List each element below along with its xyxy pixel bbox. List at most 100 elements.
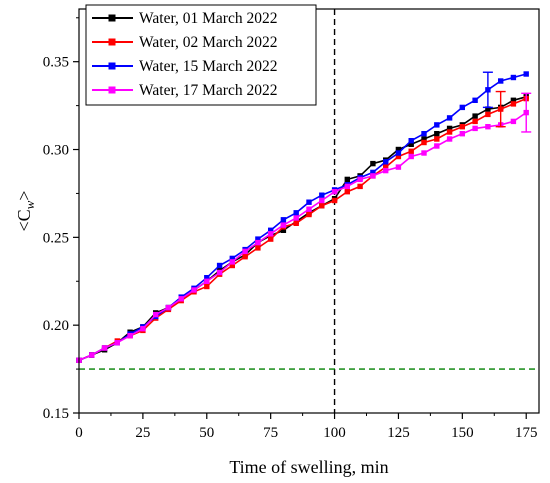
data-point xyxy=(446,115,453,121)
data-point xyxy=(280,222,287,228)
data-point xyxy=(498,78,504,84)
data-point xyxy=(485,124,491,130)
data-point xyxy=(459,131,465,137)
data-point xyxy=(446,136,453,142)
data-point xyxy=(191,287,197,293)
legend-entry-4: Water, 17 March 2022 xyxy=(92,82,277,99)
data-point xyxy=(357,183,363,190)
data-point xyxy=(344,189,350,195)
data-point xyxy=(434,143,440,149)
data-point xyxy=(89,352,95,358)
data-point xyxy=(395,150,402,156)
data-point xyxy=(510,74,517,81)
error-bar xyxy=(495,90,506,128)
y-axis-title-sub: w xyxy=(22,200,37,209)
data-point xyxy=(178,296,184,302)
data-point xyxy=(242,248,248,255)
error-bar xyxy=(482,71,493,109)
data-point xyxy=(255,236,261,242)
data-point xyxy=(395,153,402,160)
data-point xyxy=(293,220,299,226)
data-point xyxy=(446,125,453,132)
legend-entry-3: Water, 15 March 2022 xyxy=(92,58,277,75)
data-point xyxy=(408,141,414,147)
data-point xyxy=(510,101,517,107)
x-tick-label: 25 xyxy=(135,425,150,441)
data-point xyxy=(446,129,453,135)
data-point xyxy=(280,227,287,233)
data-point xyxy=(383,159,389,165)
data-point xyxy=(268,236,274,242)
error-bar xyxy=(521,92,532,133)
y-axis-title: <Cw> xyxy=(14,191,37,232)
data-point xyxy=(268,227,274,233)
legend-label-1: Water, 01 March 2022 xyxy=(139,10,277,27)
data-point xyxy=(319,203,325,209)
data-point xyxy=(485,111,491,118)
data-point xyxy=(434,131,440,137)
y-tick-label: 0.20 xyxy=(43,318,69,334)
data-point xyxy=(370,173,376,179)
x-tick-label: 50 xyxy=(199,425,214,441)
data-point xyxy=(344,183,350,190)
data-point xyxy=(383,164,389,170)
data-point xyxy=(331,189,338,195)
legend-entry-2: Water, 02 March 2022 xyxy=(92,34,277,51)
data-point xyxy=(293,215,299,221)
data-point xyxy=(370,160,376,167)
data-point xyxy=(229,262,235,269)
data-point xyxy=(510,118,517,125)
data-point xyxy=(472,125,478,132)
data-point xyxy=(255,239,261,246)
data-point xyxy=(229,259,235,265)
data-point xyxy=(408,148,414,154)
data-point xyxy=(127,333,133,339)
data-point xyxy=(408,138,414,144)
data-point xyxy=(306,211,312,218)
data-point xyxy=(101,345,108,351)
y-tick-label: 0.15 xyxy=(43,406,69,422)
data-point xyxy=(204,283,210,290)
data-point xyxy=(472,118,478,125)
data-point xyxy=(421,136,427,142)
data-point xyxy=(434,136,440,142)
series-layer xyxy=(76,71,529,363)
data-point xyxy=(434,122,440,128)
y-tick-label: 0.30 xyxy=(43,143,69,159)
data-point xyxy=(395,146,402,153)
data-point xyxy=(216,262,223,269)
data-point xyxy=(370,169,376,176)
x-axis: 0 25 50 75 100 125 150 175 xyxy=(75,413,537,441)
data-point xyxy=(319,192,325,198)
data-point xyxy=(421,139,427,146)
data-point xyxy=(408,153,414,160)
x-tick-label: 0 xyxy=(75,425,83,441)
data-point xyxy=(204,278,210,284)
x-tick-label: 75 xyxy=(263,425,278,441)
data-point xyxy=(421,150,427,156)
data-point xyxy=(114,340,120,346)
y-axis-title-end: > xyxy=(14,191,34,201)
legend-box xyxy=(85,4,317,106)
data-point xyxy=(459,104,465,111)
legend: Water, 01 March 2022 Water, 02 March 202… xyxy=(85,4,317,106)
data-point xyxy=(510,97,517,103)
data-point xyxy=(357,176,363,183)
data-point xyxy=(331,197,338,204)
data-point xyxy=(216,269,223,276)
reference-lines xyxy=(79,9,539,413)
series-line xyxy=(78,96,527,362)
data-point xyxy=(306,199,312,205)
data-point xyxy=(306,206,312,212)
x-tick-label: 150 xyxy=(451,425,474,441)
series-line xyxy=(78,97,527,362)
data-point xyxy=(421,131,427,137)
data-point xyxy=(229,255,235,262)
y-tick-label: 0.35 xyxy=(43,55,69,71)
data-point xyxy=(255,245,261,251)
legend-label-3: Water, 15 March 2022 xyxy=(139,58,277,75)
data-point xyxy=(472,97,478,103)
legend-label-2: Water, 02 March 2022 xyxy=(139,34,277,51)
data-point xyxy=(140,326,146,332)
